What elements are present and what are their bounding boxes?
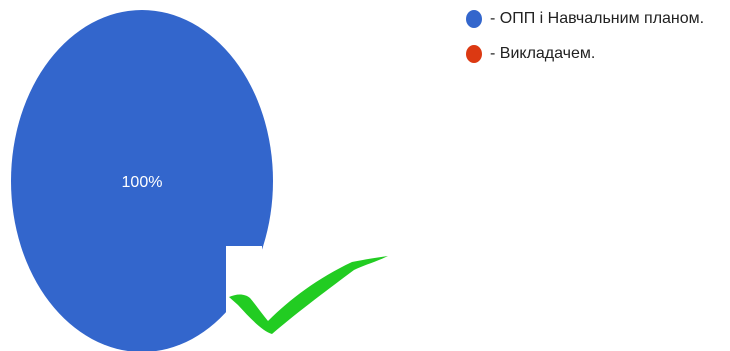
legend-dot-red xyxy=(466,45,482,63)
legend: - ОПП і Навчальним планом. - Викладачем. xyxy=(466,8,704,78)
legend-dot-blue xyxy=(466,10,482,28)
pie-slices xyxy=(11,10,273,351)
legend-label: - Викладачем. xyxy=(490,45,596,62)
legend-item-opp: - ОПП і Навчальним планом. xyxy=(466,8,704,30)
legend-item-vykladachem: - Викладачем. xyxy=(466,43,704,65)
legend-label: - ОПП і Навчальним планом. xyxy=(490,10,705,27)
pie-slice-data-label: 100% xyxy=(122,174,163,191)
pie-slice-0 xyxy=(11,10,273,351)
checkmark-icon xyxy=(229,256,388,334)
